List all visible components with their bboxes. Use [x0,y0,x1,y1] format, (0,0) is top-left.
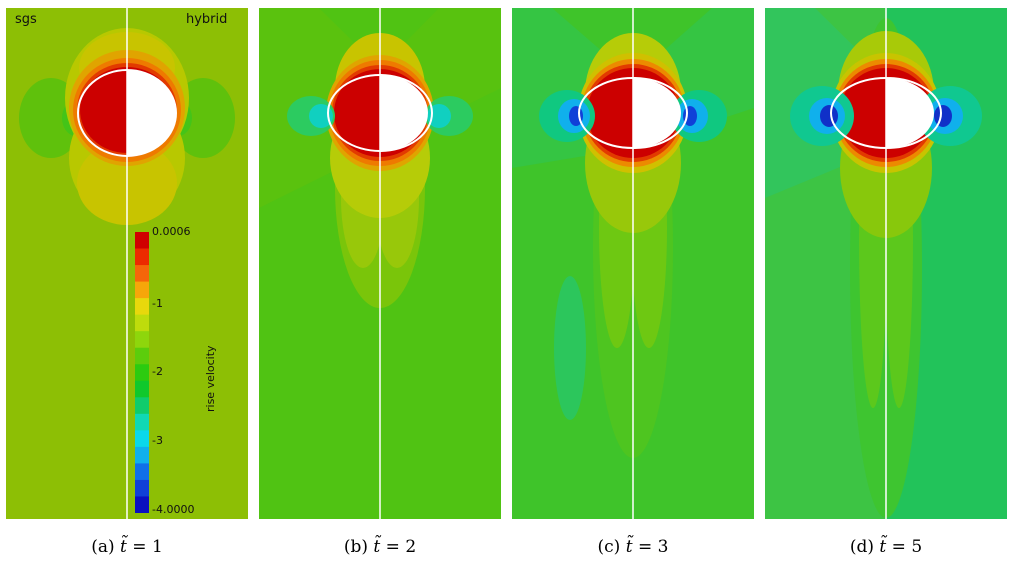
sgs-label: sgs [15,12,37,27]
caption-d: (d) t̃ = 5 [765,537,1007,557]
colorbar-band [135,430,149,448]
caption-c: (c) t̃ = 3 [512,537,754,557]
contour-plot-d [765,8,1007,519]
caption-a: (a) t̃ = 1 [6,537,248,557]
colorbar-band [135,380,149,398]
colorbar-band [135,331,149,349]
panel-d [765,8,1007,519]
caption-prefix-b: (b) [343,537,368,557]
panel-b [259,8,501,519]
colorbar-band [135,446,149,464]
contour-plot-a [6,8,248,519]
colorbar-band [135,347,149,365]
caption-value-a: 1 [151,537,163,557]
colorbar-band [135,364,149,382]
panel-c [512,8,754,519]
caption-prefix-a: (a) [91,537,115,557]
caption-value-c: 3 [657,537,669,557]
colorbar-band [135,314,149,332]
colorbar-band [135,463,149,481]
contour-plot-b [259,8,501,519]
colorbar-tick-max: 0.0006 [152,225,191,238]
caption-prefix-c: (c) [597,537,621,557]
colorbar-band [135,413,149,431]
colorbar-tick-minus2: -2 [152,365,163,378]
colorbar-band [135,232,149,250]
caption-eq-c: = [637,537,653,557]
colorbar-band [135,248,149,266]
caption-value-d: 5 [911,537,923,557]
colorbar-band [135,265,149,283]
caption-symbol-d: t̃ [879,537,887,557]
colorbar-tick-min: -4.0000 [152,503,195,516]
caption-value-b: 2 [405,537,417,557]
caption-symbol-c: t̃ [625,537,633,557]
colorbar-gradient [135,232,149,514]
colorbar-band [135,496,149,514]
colorbar-tick-minus3: -3 [152,434,163,447]
hybrid-label: hybrid [186,12,228,27]
caption-eq-d: = [891,537,906,557]
colorbar-title: rise velocity [204,345,217,412]
colorbar-band [135,298,149,316]
contour-plot-c [512,8,754,519]
caption-prefix-d: (d) [849,537,874,557]
colorbar-band [135,281,149,299]
colorbar-band [135,479,149,497]
colorbar-band [135,397,149,415]
panel-a [6,8,248,519]
caption-symbol-a: t̃ [120,537,127,557]
colorbar-tick-minus1: -1 [152,297,163,310]
caption-symbol-b: t̃ [373,537,381,557]
colorbar [135,232,149,514]
caption-eq-b: = [385,537,400,557]
caption-eq-a: = [132,537,147,557]
caption-b: (b) t̃ = 2 [259,537,501,557]
